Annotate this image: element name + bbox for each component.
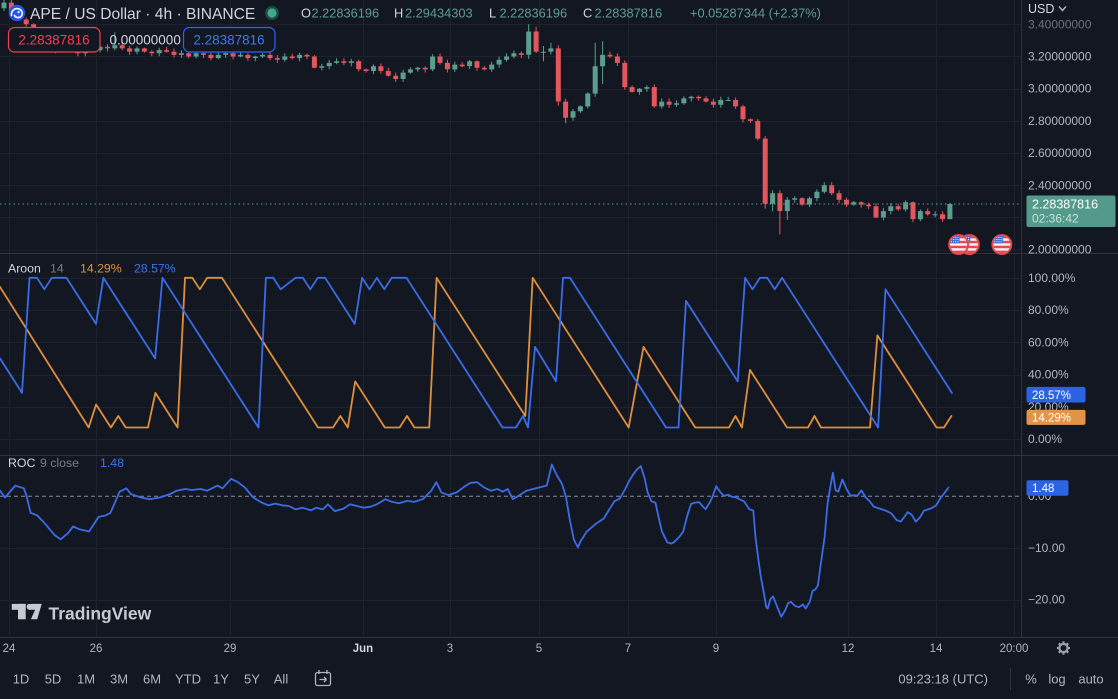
svg-text:−10.00: −10.00 bbox=[1028, 541, 1065, 555]
svg-text:1Y: 1Y bbox=[213, 672, 229, 687]
svg-text:3.20000000: 3.20000000 bbox=[1028, 50, 1092, 64]
svg-text:2.22836196: 2.22836196 bbox=[312, 6, 380, 21]
svg-text:80.00%: 80.00% bbox=[1028, 303, 1069, 317]
svg-text:02:36:42: 02:36:42 bbox=[1032, 212, 1079, 226]
svg-text:2.22836196: 2.22836196 bbox=[500, 6, 568, 21]
svg-text:Jun: Jun bbox=[353, 643, 373, 655]
svg-text:H: H bbox=[394, 6, 403, 21]
svg-text:1D: 1D bbox=[13, 672, 30, 687]
svg-text:5Y: 5Y bbox=[244, 672, 260, 687]
svg-text:−20.00: −20.00 bbox=[1028, 593, 1065, 607]
svg-text:28.57%: 28.57% bbox=[134, 262, 176, 276]
svg-text:5D: 5D bbox=[45, 672, 62, 687]
svg-text:C: C bbox=[583, 6, 592, 21]
svg-text:2.28387816: 2.28387816 bbox=[18, 33, 89, 48]
svg-text:3M: 3M bbox=[110, 672, 128, 687]
svg-text:26: 26 bbox=[90, 643, 103, 655]
svg-text:12: 12 bbox=[842, 643, 855, 655]
svg-text:7: 7 bbox=[625, 643, 631, 655]
svg-text:2.80000000: 2.80000000 bbox=[1028, 114, 1092, 128]
svg-text:log: log bbox=[1048, 672, 1065, 687]
svg-text:2.28387816: 2.28387816 bbox=[193, 33, 264, 48]
svg-text:2.00000000: 2.00000000 bbox=[1028, 243, 1092, 257]
svg-text:60.00%: 60.00% bbox=[1028, 335, 1069, 349]
svg-text:0.00%: 0.00% bbox=[1028, 432, 1062, 446]
svg-text:APE / US Dollar · 4h · BINANCE: APE / US Dollar · 4h · BINANCE bbox=[30, 6, 255, 23]
svg-text:1M: 1M bbox=[77, 672, 95, 687]
svg-text:9 close: 9 close bbox=[40, 456, 79, 470]
svg-text:5: 5 bbox=[536, 643, 542, 655]
svg-text:All: All bbox=[274, 672, 289, 687]
svg-text:6M: 6M bbox=[143, 672, 161, 687]
svg-text:L: L bbox=[489, 6, 496, 21]
svg-text:TradingView: TradingView bbox=[49, 604, 152, 624]
svg-text:2.28387816: 2.28387816 bbox=[595, 6, 663, 21]
svg-text:auto: auto bbox=[1078, 672, 1103, 687]
svg-text:14.29%: 14.29% bbox=[1032, 413, 1071, 425]
svg-text:3.40000000: 3.40000000 bbox=[1028, 17, 1092, 31]
svg-text:1.48: 1.48 bbox=[100, 456, 124, 470]
svg-text:ROC: ROC bbox=[8, 456, 35, 470]
svg-text:+0.05287344 (+2.37%): +0.05287344 (+2.37%) bbox=[690, 6, 821, 21]
svg-text:14.29%: 14.29% bbox=[80, 262, 122, 276]
svg-text:2.29434303: 2.29434303 bbox=[405, 6, 473, 21]
svg-text:100.00%: 100.00% bbox=[1028, 271, 1076, 285]
svg-text:28.57%: 28.57% bbox=[1032, 390, 1071, 402]
svg-text:O: O bbox=[301, 6, 311, 21]
svg-text:1.48: 1.48 bbox=[1032, 483, 1054, 495]
svg-text:14: 14 bbox=[930, 643, 943, 655]
svg-text:Aroon: Aroon bbox=[8, 262, 41, 276]
svg-text:20:00: 20:00 bbox=[1000, 643, 1029, 655]
svg-text:9: 9 bbox=[713, 643, 719, 655]
svg-text:2.40000000: 2.40000000 bbox=[1028, 178, 1092, 192]
svg-text:2.28387816: 2.28387816 bbox=[1032, 198, 1098, 212]
svg-text:09:23:18 (UTC): 09:23:18 (UTC) bbox=[898, 672, 988, 687]
svg-text:29: 29 bbox=[224, 643, 237, 655]
svg-text:%: % bbox=[1025, 672, 1037, 687]
svg-text:24: 24 bbox=[3, 643, 16, 655]
svg-text:3.00000000: 3.00000000 bbox=[1028, 82, 1092, 96]
svg-text:40.00%: 40.00% bbox=[1028, 368, 1069, 382]
svg-text:0.00000000: 0.00000000 bbox=[110, 33, 181, 48]
svg-text:YTD: YTD bbox=[175, 672, 201, 687]
svg-text:2.60000000: 2.60000000 bbox=[1028, 146, 1092, 160]
svg-text:3: 3 bbox=[447, 643, 453, 655]
svg-text:14: 14 bbox=[50, 262, 64, 276]
svg-text:USD: USD bbox=[1028, 2, 1054, 16]
